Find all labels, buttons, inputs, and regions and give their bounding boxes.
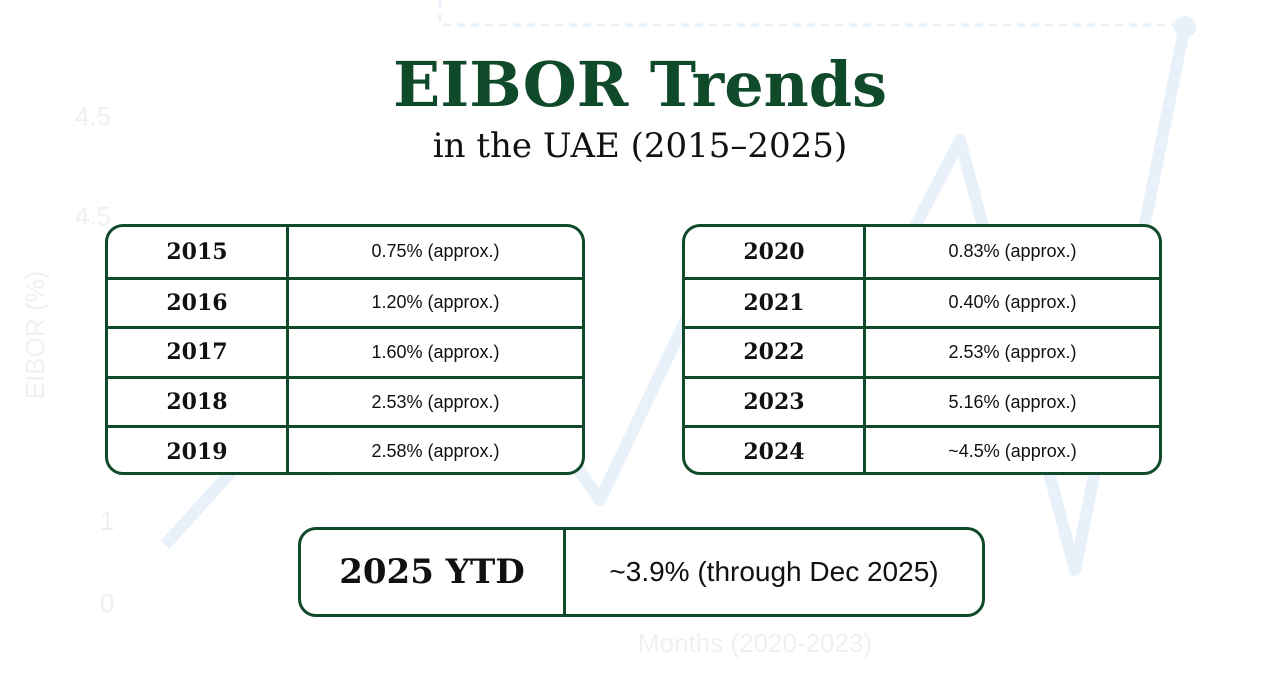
table-row: 2023 5.16% (approx.) (685, 375, 1159, 426)
highlight-box: 2025 YTD ~3.9% (through Dec 2025) (298, 527, 985, 617)
table-row: 2020 0.83% (approx.) (685, 227, 1159, 277)
table-row: 2018 2.53% (approx.) (108, 375, 582, 426)
highlight-label: 2025 YTD (301, 530, 566, 614)
year-cell: 2018 (108, 378, 289, 426)
table-row: 2017 1.60% (approx.) (108, 326, 582, 376)
table-row: 2016 1.20% (approx.) (108, 276, 582, 327)
highlight-value: ~3.9% (through Dec 2025) (609, 556, 939, 587)
rate-cell: ~4.5% (approx.) (948, 441, 1077, 462)
year-cell: 2023 (685, 378, 866, 426)
rate-cell: 2.58% (approx.) (371, 441, 500, 462)
year-cell: 2015 (108, 227, 289, 277)
bg-y-label: 4.5 (75, 101, 111, 131)
rate-cell: 2.53% (approx.) (948, 341, 1077, 362)
year-cell: 2022 (685, 329, 866, 376)
rate-cell: 0.75% (approx.) (371, 241, 500, 262)
table-right: 2020 0.83% (approx.) 2021 0.40% (approx.) 20… (682, 224, 1162, 475)
rate-cell: 5.16% (approx.) (948, 391, 1077, 412)
background-dot (1174, 16, 1196, 38)
rate-cell: 1.60% (approx.) (371, 341, 500, 362)
year-cell: 2021 (685, 279, 866, 327)
rate-cell: 2.53% (approx.) (371, 391, 500, 412)
table-row: 2022 2.53% (approx.) (685, 326, 1159, 376)
table-left: 2015 0.75% (approx.) 2016 1.20% (approx.) 20… (105, 224, 585, 475)
rate-cell: 0.83% (approx.) (948, 241, 1077, 262)
year-cell: 2017 (108, 329, 289, 376)
background-dash (438, 0, 1185, 27)
year-cell: 2020 (685, 227, 866, 277)
bg-y-label: 4.5 (75, 201, 111, 231)
bg-y-title: EIBOR (%) (20, 271, 50, 400)
table-row: 2021 0.40% (approx.) (685, 276, 1159, 327)
table-row: 2019 2.58% (approx.) (108, 425, 582, 472)
table-row: 2024 ~4.5% (approx.) (685, 425, 1159, 472)
subtitle: in the UAE (2015–2025) (432, 126, 848, 166)
year-cell: 2016 (108, 279, 289, 327)
rate-cell: 0.40% (approx.) (948, 292, 1077, 313)
bg-y-label: 0 (100, 588, 114, 618)
table-row: 2015 0.75% (approx.) (108, 227, 582, 277)
bg-y-label: 1 (100, 506, 114, 536)
rate-cell: 1.20% (approx.) (371, 292, 500, 313)
bg-x-title: Months (2020-2023) (638, 628, 872, 658)
title: EIBOR Trends (392, 48, 887, 121)
year-cell: 2024 (685, 428, 866, 472)
year-cell: 2019 (108, 428, 289, 472)
